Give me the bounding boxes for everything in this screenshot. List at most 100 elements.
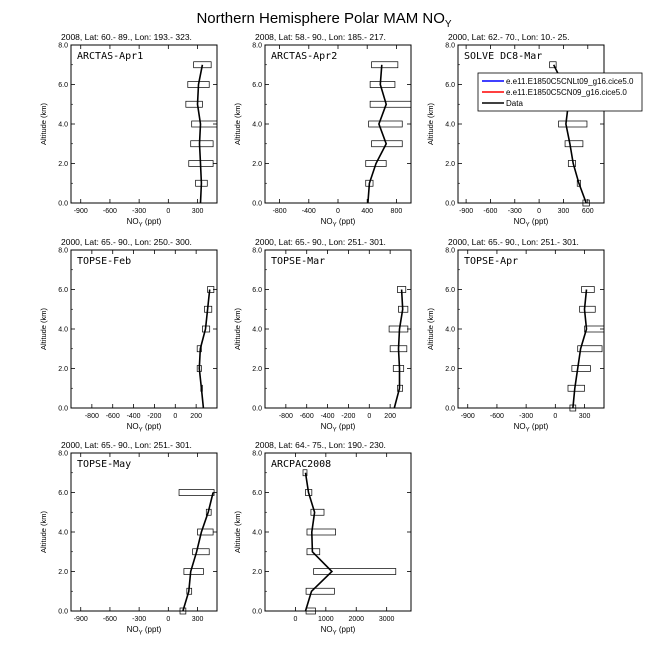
- x-tick-label: 200: [384, 413, 396, 420]
- panel-header: 2000, Lat: 65.- 90., Lon: 251.- 301.: [448, 237, 579, 247]
- y-tick-label: 2.0: [445, 366, 455, 373]
- x-tick-label: 0: [537, 208, 541, 215]
- x-tick-label: -300: [132, 208, 146, 215]
- x-tick-label: -600: [483, 208, 497, 215]
- y-tick-label: 4.0: [445, 327, 455, 334]
- y-tick-label: 4.0: [445, 122, 455, 129]
- y-axis-label: Altitude (km): [426, 102, 435, 145]
- data-line: [198, 289, 211, 409]
- figure-title: Northern Hemisphere Polar MAM NOY: [196, 10, 451, 30]
- x-tick-label: 600: [582, 208, 594, 215]
- range-box: [577, 345, 603, 353]
- x-tick-label: -300: [508, 208, 522, 215]
- y-tick-label: 6.0: [58, 82, 68, 89]
- x-tick-label: -800: [85, 413, 99, 420]
- x-axis-label: NOY (ppt): [321, 217, 356, 229]
- y-tick-label: 6.0: [252, 82, 262, 89]
- x-tick-label: 300: [192, 616, 204, 623]
- y-tick-label: 0.0: [58, 406, 68, 413]
- campaign-label: ARCPAC2008: [271, 459, 331, 470]
- x-tick-label: -600: [490, 413, 504, 420]
- y-tick-label: 4.0: [252, 530, 262, 537]
- x-tick-label: -400: [127, 413, 141, 420]
- x-tick-label: 300: [192, 208, 204, 215]
- x-tick-label: -900: [74, 616, 88, 623]
- data-line: [182, 492, 214, 612]
- range-box: [392, 365, 405, 372]
- range-box: [558, 120, 588, 128]
- x-tick-label: -600: [106, 413, 120, 420]
- plot-frame: [264, 452, 412, 612]
- plot-frame: [264, 44, 412, 204]
- y-tick-label: 8.0: [58, 451, 68, 458]
- plot-frame: [70, 452, 218, 612]
- x-tick-label: 0: [173, 413, 177, 420]
- panel-header: 2000, Lat: 65.- 90., Lon: 251.- 301.: [61, 440, 192, 450]
- y-tick-label: 0.0: [252, 406, 262, 413]
- plot-frame: [457, 44, 605, 204]
- y-tick-label: 4.0: [58, 530, 68, 537]
- y-tick-label: 6.0: [445, 82, 455, 89]
- x-tick-label: -600: [300, 413, 314, 420]
- x-tick-label: -900: [459, 208, 473, 215]
- range-box: [185, 100, 203, 108]
- y-tick-label: 2.0: [445, 161, 455, 168]
- y-tick-label: 2.0: [58, 366, 68, 373]
- panel-header: 2000, Lat: 65.- 90., Lon: 251.- 301.: [255, 237, 386, 247]
- data-line: [572, 289, 588, 409]
- campaign-label: TOPSE-Feb: [77, 256, 131, 267]
- x-tick-label: -800: [279, 413, 293, 420]
- panel-topse-feb: 2000, Lat: 65.- 90., Lon: 250.- 300. 0.0 2…: [39, 237, 218, 434]
- range-box: [313, 568, 397, 575]
- range-box: [305, 587, 335, 595]
- x-tick-label: 3000: [379, 616, 395, 623]
- range-box: [576, 179, 581, 187]
- y-tick-label: 0.0: [58, 609, 68, 616]
- y-tick-label: 0.0: [252, 609, 262, 616]
- x-tick-label: 300: [558, 208, 570, 215]
- panel-topse-apr: 2000, Lat: 65.- 90., Lon: 251.- 301. 0.0 2…: [426, 237, 605, 434]
- y-tick-label: 8.0: [58, 248, 68, 255]
- x-axis-label: NOY (ppt): [514, 422, 549, 434]
- panel-topse-may: 2000, Lat: 65.- 90., Lon: 251.- 301. 0.0 2…: [39, 440, 218, 637]
- range-box: [306, 528, 336, 536]
- y-axis-label: Altitude (km): [39, 510, 48, 553]
- y-tick-label: 6.0: [58, 287, 68, 294]
- data-line: [367, 64, 388, 204]
- range-box: [571, 365, 591, 372]
- legend-label: e.e11.E1850C5CNLt09_g16.cice5.0: [506, 77, 634, 86]
- plot-frame: [70, 249, 218, 409]
- range-box: [310, 508, 325, 516]
- y-axis-label: Altitude (km): [233, 510, 242, 553]
- x-tick-label: 0: [166, 616, 170, 623]
- x-tick-label: -600: [103, 616, 117, 623]
- data-line: [196, 64, 204, 204]
- x-tick-label: 1000: [318, 616, 334, 623]
- campaign-label: TOPSE-May: [77, 459, 131, 470]
- y-tick-label: 2.0: [58, 161, 68, 168]
- y-tick-label: 4.0: [252, 122, 262, 129]
- plot-frame: [70, 44, 218, 204]
- x-tick-label: 2000: [348, 616, 364, 623]
- x-tick-label: -400: [321, 413, 335, 420]
- campaign-label: SOLVE DC8-Mar: [464, 51, 542, 62]
- panel-topse-mar: 2000, Lat: 65.- 90., Lon: 251.- 301. 0.0 2…: [233, 237, 412, 434]
- panel-arctas-apr1: 2008, Lat: 60.- 89., Lon: 193.- 323. 0.0 2…: [39, 32, 218, 229]
- x-tick-label: -600: [103, 208, 117, 215]
- y-axis-label: Altitude (km): [426, 307, 435, 350]
- x-tick-label: -900: [74, 208, 88, 215]
- range-box: [302, 469, 308, 477]
- x-tick-label: 0: [553, 413, 557, 420]
- y-tick-label: 2.0: [252, 569, 262, 576]
- y-axis-label: Altitude (km): [233, 102, 242, 145]
- panel-header: 2008, Lat: 64.- 75., Lon: 190.- 230.: [255, 440, 386, 450]
- campaign-label: ARCTAS-Apr1: [77, 51, 143, 62]
- y-tick-label: 2.0: [252, 161, 262, 168]
- y-tick-label: 6.0: [252, 287, 262, 294]
- range-box: [371, 61, 399, 69]
- panel-arctas-apr2: 2008, Lat: 58.- 90., Lon: 185.- 217. 0.0 2…: [233, 32, 412, 229]
- range-box: [306, 548, 321, 556]
- range-box: [584, 325, 605, 333]
- panel-header: 2000, Lat: 62.- 70., Lon: 10.- 25.: [448, 32, 569, 42]
